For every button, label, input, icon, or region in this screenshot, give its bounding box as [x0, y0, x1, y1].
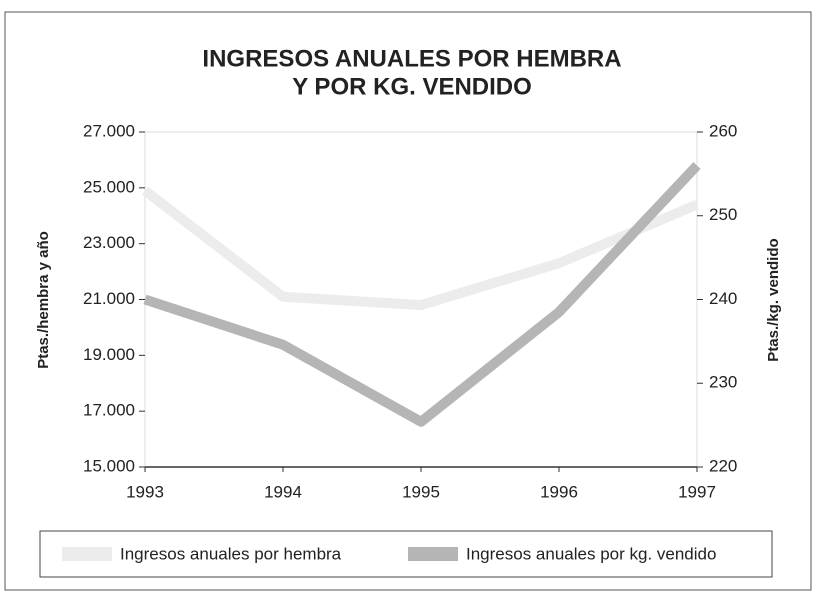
- legend-swatch: [408, 547, 458, 561]
- y-tick-label: 23.000: [83, 233, 135, 252]
- y2-tick-label: 230: [709, 373, 737, 392]
- y-tick-label: 19.000: [83, 345, 135, 364]
- chart-title: INGRESOS ANUALES POR HEMBRA: [202, 45, 621, 72]
- x-tick-label: 1993: [126, 482, 164, 501]
- y2-axis-label: Ptas./kg. vendido: [765, 238, 782, 361]
- chart-title: Y POR KG. VENDIDO: [292, 73, 532, 100]
- x-tick-label: 1996: [540, 482, 578, 501]
- x-tick-label: 1997: [678, 482, 716, 501]
- y-tick-label: 21.000: [83, 289, 135, 308]
- y2-tick-label: 240: [709, 289, 737, 308]
- y2-tick-label: 220: [709, 456, 737, 475]
- y2-tick-label: 250: [709, 205, 737, 224]
- x-tick-label: 1994: [264, 482, 302, 501]
- series-line: [143, 162, 701, 427]
- y-tick-label: 27.000: [83, 121, 135, 140]
- y-tick-label: 25.000: [83, 177, 135, 196]
- y2-tick-label: 260: [709, 121, 737, 140]
- y-tick-label: 17.000: [83, 401, 135, 420]
- y-tick-label: 15.000: [83, 456, 135, 475]
- x-tick-label: 1995: [402, 482, 440, 501]
- y-axis-label: Ptas./hembra y año: [35, 231, 52, 369]
- legend-label: Ingresos anuales por kg. vendido: [466, 544, 716, 563]
- legend-label: Ingresos anuales por hembra: [120, 544, 342, 563]
- frame: [4, 11, 812, 591]
- legend-swatch: [62, 547, 112, 561]
- series-line: [141, 186, 699, 311]
- legend-box: [39, 530, 773, 578]
